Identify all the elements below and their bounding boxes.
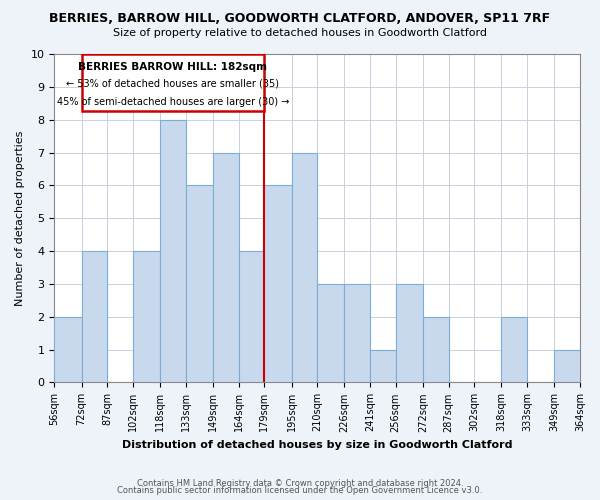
- Text: BERRIES BARROW HILL: 182sqm: BERRIES BARROW HILL: 182sqm: [79, 62, 268, 72]
- Bar: [264, 186, 292, 382]
- FancyBboxPatch shape: [82, 54, 264, 112]
- Text: Size of property relative to detached houses in Goodworth Clatford: Size of property relative to detached ho…: [113, 28, 487, 38]
- Bar: [186, 186, 213, 382]
- Bar: [82, 251, 107, 382]
- Text: ← 53% of detached houses are smaller (35): ← 53% of detached houses are smaller (35…: [67, 78, 280, 88]
- Bar: [344, 284, 370, 382]
- Text: BERRIES, BARROW HILL, GOODWORTH CLATFORD, ANDOVER, SP11 7RF: BERRIES, BARROW HILL, GOODWORTH CLATFORD…: [49, 12, 551, 26]
- Bar: [160, 120, 186, 382]
- Text: Contains public sector information licensed under the Open Government Licence v3: Contains public sector information licen…: [118, 486, 482, 495]
- Bar: [213, 152, 239, 382]
- Bar: [54, 317, 82, 382]
- Bar: [423, 317, 449, 382]
- X-axis label: Distribution of detached houses by size in Goodworth Clatford: Distribution of detached houses by size …: [122, 440, 512, 450]
- Y-axis label: Number of detached properties: Number of detached properties: [15, 130, 25, 306]
- Bar: [554, 350, 580, 382]
- Bar: [395, 284, 423, 382]
- Bar: [370, 350, 395, 382]
- Bar: [292, 152, 317, 382]
- Bar: [133, 251, 160, 382]
- Bar: [502, 317, 527, 382]
- Bar: [239, 251, 264, 382]
- Bar: [317, 284, 344, 382]
- Text: Contains HM Land Registry data © Crown copyright and database right 2024.: Contains HM Land Registry data © Crown c…: [137, 478, 463, 488]
- Text: 45% of semi-detached houses are larger (30) →: 45% of semi-detached houses are larger (…: [57, 96, 289, 106]
